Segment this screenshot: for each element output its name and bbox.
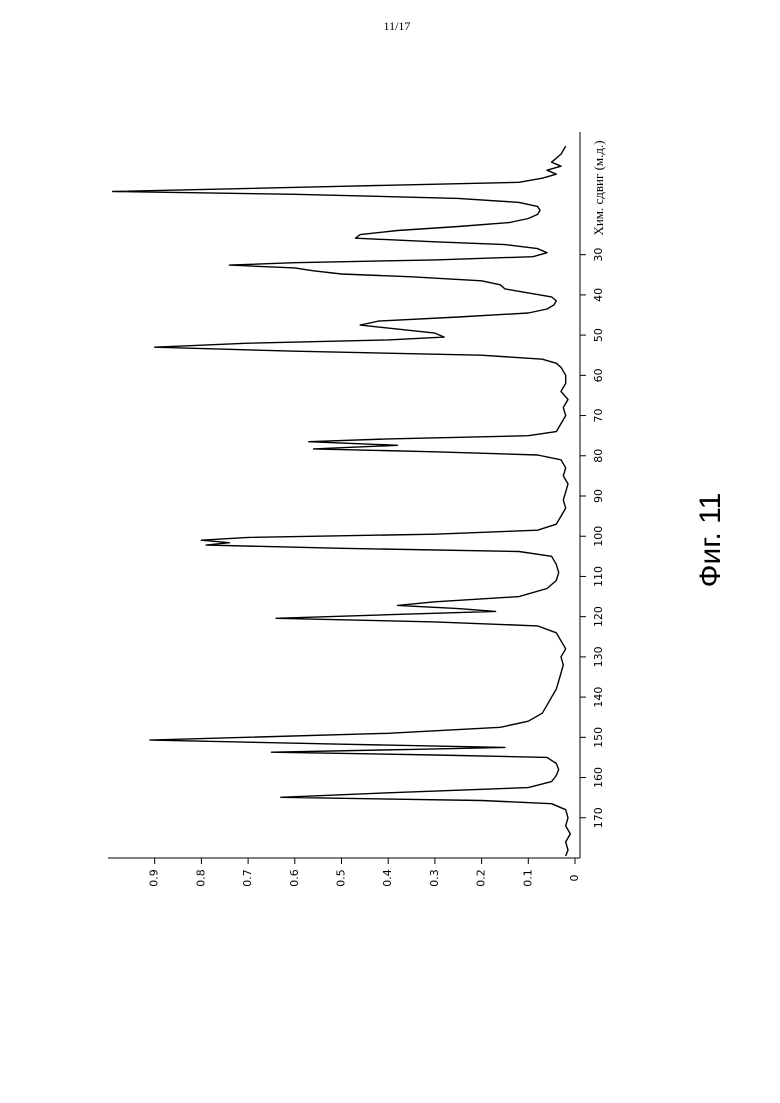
x-tick-label: 150 [592, 727, 605, 748]
page-number: 11/17 [384, 19, 411, 33]
y-tick-label: 0.7 [241, 869, 254, 887]
x-tick-label: 50 [592, 328, 605, 342]
y-tick-label: 0.6 [288, 869, 301, 887]
y-tick-label: 0.1 [521, 869, 534, 887]
x-tick-label: 140 [592, 687, 605, 708]
x-tick-label: 30 [592, 248, 605, 262]
x-tick-label: 60 [592, 368, 605, 382]
y-tick-label: 0.4 [381, 869, 394, 887]
spectrum-line [113, 146, 571, 856]
x-axis-title: Хим. сдвиг (м.д.) [591, 140, 606, 235]
x-tick-label: 70 [592, 409, 605, 423]
x-tick-label: 120 [592, 606, 605, 627]
page: 11/17 Фиг. 11 Хим. сдвиг (м.д.) 30 40 50 60… [0, 0, 780, 1103]
x-tick-label: 80 [592, 449, 605, 463]
x-tick-label: 170 [592, 807, 605, 828]
y-tick-label: 0.8 [194, 869, 207, 887]
x-tick-label: 110 [592, 566, 605, 587]
figure-label: Фиг. 11 [694, 493, 727, 588]
y-tick-label: 0.5 [335, 869, 348, 887]
y-tick-label: 0.3 [428, 869, 441, 887]
x-tick-label: 40 [592, 288, 605, 302]
x-tick-label: 160 [592, 767, 605, 788]
y-tick-label: 0.2 [475, 869, 488, 887]
x-tick-label: 130 [592, 646, 605, 667]
y-tick-label: 0.9 [148, 869, 161, 887]
x-tick-label: 100 [592, 526, 605, 547]
x-tick-label: 90 [592, 489, 605, 503]
y-tick-label: 0 [568, 875, 581, 882]
